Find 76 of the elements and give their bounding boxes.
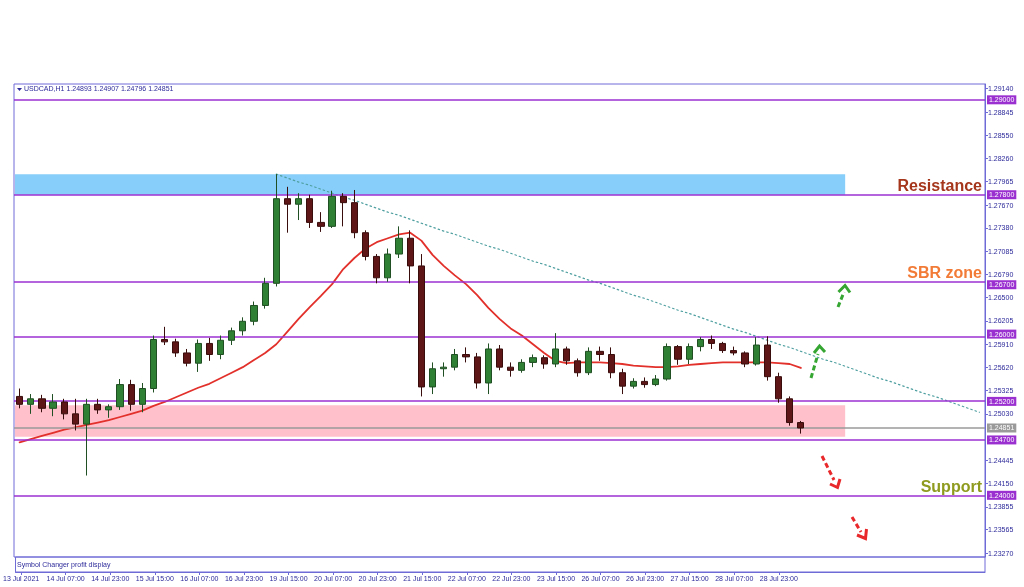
candlestick: [407, 229, 414, 284]
line-series: [275, 173, 981, 413]
candlestick: [195, 338, 202, 373]
candlestick: [764, 335, 771, 382]
candlestick: [753, 336, 760, 367]
candlestick: [462, 346, 470, 363]
candlestick: [128, 379, 135, 412]
candlestick: [27, 393, 34, 415]
candlestick: [641, 376, 648, 389]
candlestick: [228, 327, 235, 346]
candlestick: [797, 420, 804, 435]
candlestick: [619, 368, 626, 395]
candlestick: [362, 229, 369, 261]
candlestick: [116, 378, 124, 411]
candlestick: [83, 398, 90, 477]
annotation: SBR zone: [907, 264, 983, 282]
candlestick: [440, 361, 447, 378]
candlestick: [608, 346, 615, 379]
candlestick: [206, 337, 213, 362]
candlestick: [172, 338, 179, 358]
candlestick: [183, 348, 191, 367]
candlestick: [284, 186, 291, 234]
candlestick: [49, 393, 57, 417]
candlestick: [786, 395, 793, 427]
candlestick: [697, 336, 704, 352]
candlestick: [61, 398, 68, 420]
candlestick: [429, 361, 436, 395]
candlestick: [295, 192, 302, 221]
candlestick: [552, 332, 559, 368]
candlestick: [340, 192, 347, 227]
candlestick: [596, 346, 604, 362]
candlestick: [686, 342, 693, 365]
candlestick: [741, 350, 749, 368]
candlestick: [730, 346, 737, 356]
candlestick: [139, 382, 146, 413]
candlestick: [496, 344, 503, 371]
candlestick: [161, 326, 168, 346]
candlestick: [474, 352, 481, 390]
candlestick: [418, 253, 425, 397]
candlestick: [630, 377, 637, 390]
candlestick: [585, 346, 592, 376]
candlestick: [485, 342, 492, 395]
candlestick: [384, 248, 391, 283]
candlestick: [529, 354, 537, 368]
candlestick: [38, 394, 46, 413]
candlestick: [563, 346, 570, 366]
candlestick: [775, 372, 782, 404]
annotation: Support: [920, 477, 983, 495]
candlestick: [574, 357, 581, 378]
candlestick: [351, 189, 358, 239]
candlestick: [217, 335, 224, 360]
candlestick: [719, 341, 726, 354]
candlestick: [273, 173, 280, 287]
candlestick: [72, 398, 79, 431]
candlestick: [373, 253, 380, 284]
candlestick: [451, 348, 458, 371]
annotation: Resistance: [897, 177, 983, 195]
candlestick: [94, 398, 101, 415]
candlestick: [541, 354, 548, 370]
candlestick: [328, 190, 336, 229]
candlestick: [708, 335, 715, 350]
candlestick: [262, 277, 269, 310]
candlestick: [306, 194, 313, 229]
candlestick: [518, 358, 525, 374]
candlestick: [250, 301, 258, 326]
candlestick: [150, 335, 157, 393]
candlestick: [507, 361, 514, 378]
candlestick: [663, 342, 671, 382]
candlestick: [674, 344, 682, 366]
candlestick: [395, 225, 403, 259]
candlestick: [239, 316, 246, 337]
candlestick: [105, 403, 112, 419]
line-series: [18, 231, 802, 444]
candlestick: [16, 388, 23, 409]
candlestick: [652, 374, 659, 387]
candlestick: [317, 211, 325, 233]
